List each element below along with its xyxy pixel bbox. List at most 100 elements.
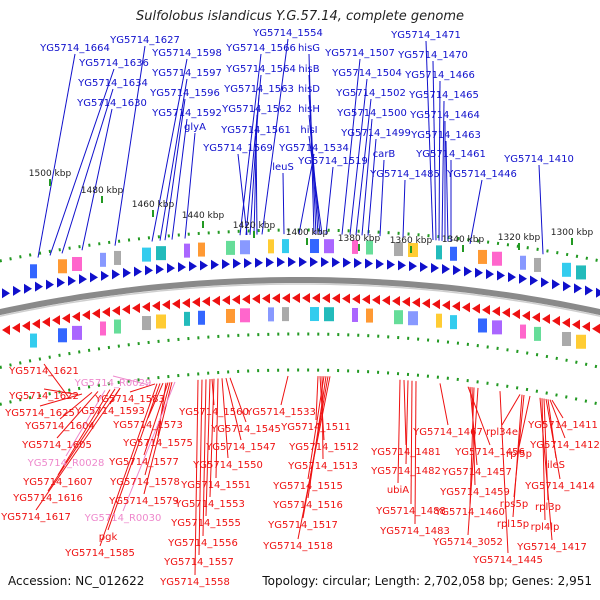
reverse-gene-label[interactable]: YG5714_1551 <box>180 480 251 491</box>
forward-gene-label[interactable]: YG5714_1597 <box>151 68 222 79</box>
forward-gene-label[interactable]: YG5714_1554 <box>252 28 323 39</box>
reverse-gene-label[interactable]: YG5714_1483 <box>379 526 450 537</box>
reverse-gene-label[interactable]: YG5714_1412 <box>529 440 600 451</box>
reverse-gene-label[interactable]: YG5714_1579 <box>108 496 179 507</box>
reverse-gene-label[interactable]: rps5p <box>500 499 528 510</box>
rna-gene-label[interactable]: YG5714_R0030 <box>84 513 162 524</box>
reverse-gene-label[interactable]: YG5714_1607 <box>22 477 93 488</box>
reverse-gene-label[interactable]: YG5714_1575 <box>122 438 193 449</box>
forward-gene-label[interactable]: YG5714_1465 <box>408 90 479 101</box>
reverse-gene-label[interactable]: YG5714_1459 <box>439 487 510 498</box>
reverse-gene-label[interactable]: YG5714_1488 <box>375 506 446 517</box>
rna-gene-label[interactable]: YG5714_R0029 <box>74 378 152 389</box>
forward-gene-label[interactable]: YG5714_1466 <box>404 70 475 81</box>
reverse-gene-label[interactable]: YG5714_1605 <box>21 440 92 451</box>
forward-gene-label[interactable]: YG5714_1564 <box>225 64 296 75</box>
forward-gene-label[interactable]: YG5714_1502 <box>335 88 406 99</box>
reverse-gene-label[interactable]: rpl15p <box>497 519 529 530</box>
reverse-gene-label[interactable]: YG5714_1414 <box>524 481 595 492</box>
forward-gene-label[interactable]: YG5714_1563 <box>223 84 294 95</box>
forward-gene-label[interactable]: YG5714_1507 <box>324 48 395 59</box>
reverse-gene-label[interactable]: YG5714_1482 <box>370 466 441 477</box>
forward-gene-label[interactable]: YG5714_1592 <box>151 108 222 119</box>
reverse-gene-label[interactable]: rpl4lp <box>531 522 560 533</box>
reverse-gene-label[interactable]: YG5714_1550 <box>192 460 263 471</box>
forward-gene-label[interactable]: hisI <box>300 125 317 136</box>
forward-gene-label[interactable]: carB <box>373 149 396 160</box>
reverse-gene-label[interactable]: YG5714_1557 <box>163 557 234 568</box>
reverse-gene-label[interactable]: rpl3p <box>535 502 561 513</box>
forward-gene-label[interactable]: YG5714_1636 <box>78 58 149 69</box>
rna-gene-label[interactable]: YG5714_R0028 <box>27 458 105 469</box>
forward-gene-label[interactable]: YG5714_1534 <box>278 143 349 154</box>
reverse-gene-label[interactable]: YG5714_1560 <box>178 407 249 418</box>
reverse-gene-label[interactable]: YG5714_1457 <box>441 467 512 478</box>
forward-gene-label[interactable]: YG5714_1634 <box>77 78 148 89</box>
reverse-gene-label[interactable]: rpl34e <box>486 427 518 438</box>
reverse-gene-label[interactable]: YG5714_1577 <box>108 457 179 468</box>
forward-gene-label[interactable]: YG5714_1464 <box>409 110 480 121</box>
reverse-gene-label[interactable]: ubiA <box>387 485 409 496</box>
reverse-gene-label[interactable]: YG5714_1511 <box>280 422 351 433</box>
forward-gene-label[interactable]: hisB <box>298 64 319 75</box>
forward-gene-label[interactable]: YG5714_1598 <box>151 48 222 59</box>
reverse-gene-label[interactable]: rpl5p <box>506 449 532 460</box>
reverse-gene-label[interactable]: YG5714_1621 <box>8 366 79 377</box>
reverse-gene-label[interactable]: YG5714_1456 <box>454 447 525 458</box>
reverse-gene-label[interactable]: YG5714_1467 <box>412 427 483 438</box>
forward-gene-label[interactable]: YG5714_1562 <box>221 104 292 115</box>
forward-gene-label[interactable]: YG5714_1596 <box>149 88 220 99</box>
reverse-gene-label[interactable]: YG5714_1583 <box>94 394 165 405</box>
forward-gene-label[interactable]: YG5714_1504 <box>331 68 402 79</box>
reverse-gene-label[interactable]: YG5714_1512 <box>288 442 359 453</box>
reverse-gene-label[interactable]: YG5714_1555 <box>170 518 241 529</box>
reverse-gene-label[interactable]: YG5714_1622 <box>8 391 79 402</box>
forward-gene-label[interactable]: YG5714_1664 <box>39 43 110 54</box>
reverse-gene-label[interactable]: pgk <box>99 532 118 543</box>
forward-gene-label[interactable]: hisH <box>298 104 320 115</box>
reverse-gene-label[interactable]: YG5714_1417 <box>516 542 587 553</box>
reverse-gene-label[interactable]: YG5714_1616 <box>12 493 83 504</box>
forward-gene-label[interactable]: YG5714_1410 <box>503 154 574 165</box>
forward-gene-label[interactable]: YG5714_1499 <box>340 128 411 139</box>
forward-gene-label[interactable]: YG5714_1569 <box>202 143 273 154</box>
reverse-gene-label[interactable]: YG5714_1556 <box>167 538 238 549</box>
forward-gene-label[interactable]: hisG <box>298 43 320 54</box>
reverse-gene-label[interactable]: ileS <box>547 460 565 471</box>
forward-gene-label[interactable]: YG5714_1463 <box>410 130 481 141</box>
reverse-gene-label[interactable]: YG5714_1578 <box>109 477 180 488</box>
reverse-gene-label[interactable]: YG5714_1516 <box>272 500 343 511</box>
forward-gene-label[interactable]: YG5714_1561 <box>220 125 291 136</box>
reverse-gene-label[interactable]: YG5714_1604 <box>24 421 95 432</box>
forward-gene-label[interactable]: YG5714_1470 <box>397 50 468 61</box>
reverse-gene-label[interactable]: YG5714_1625 <box>4 408 75 419</box>
reverse-gene-label[interactable]: YG5714_1517 <box>267 520 338 531</box>
forward-gene-label[interactable]: YG5714_1627 <box>109 35 180 46</box>
reverse-gene-label[interactable]: YG5714_1553 <box>174 499 245 510</box>
forward-gene-labels[interactable]: YG5714_1664YG5714_1627YG5714_1636YG5714_… <box>39 28 574 180</box>
reverse-gene-label[interactable]: YG5714_1593 <box>74 406 145 417</box>
forward-gene-label[interactable]: YG5714_1485 <box>369 169 440 180</box>
reverse-gene-label[interactable]: YG5714_1481 <box>370 447 441 458</box>
forward-gene-label[interactable]: YG5714_1630 <box>76 98 147 109</box>
reverse-gene-label[interactable]: YG5714_1547 <box>205 442 276 453</box>
reverse-gene-label[interactable]: YG5714_1617 <box>0 512 71 523</box>
reverse-gene-label[interactable]: YG5714_3052 <box>432 537 503 548</box>
forward-gene-label[interactable]: YG5714_1519 <box>297 156 368 167</box>
forward-gene-label[interactable]: YG5714_1566 <box>225 43 296 54</box>
reverse-gene-label[interactable]: YG5714_1545 <box>210 424 281 435</box>
forward-gene-label[interactable]: YG5714_1471 <box>390 30 461 41</box>
reverse-gene-label[interactable]: YG5714_1460 <box>434 507 505 518</box>
forward-gene-label[interactable]: YG5714_1446 <box>446 169 517 180</box>
reverse-gene-label[interactable]: YG5714_1513 <box>287 461 358 472</box>
reverse-gene-label[interactable]: YG5714_1573 <box>112 420 183 431</box>
forward-gene-label[interactable]: hisD <box>298 84 320 95</box>
forward-gene-label[interactable]: YG5714_1461 <box>415 149 486 160</box>
reverse-gene-label[interactable]: YG5714_1515 <box>272 481 343 492</box>
forward-gene-label[interactable]: glyA <box>184 122 206 133</box>
reverse-gene-label[interactable]: YG5714_1558 <box>159 577 230 588</box>
reverse-gene-label[interactable]: YG5714_1585 <box>64 548 135 559</box>
forward-gene-label[interactable]: YG5714_1500 <box>336 108 407 119</box>
